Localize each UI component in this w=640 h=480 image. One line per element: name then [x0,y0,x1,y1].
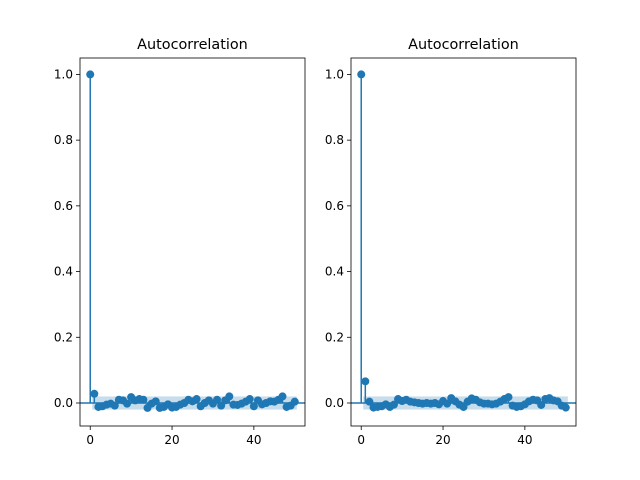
acf-panel-right: 0 20 40 0.0 0.2 0.4 0.6 0.8 1.0 Autocorrelation [325,37,577,447]
axes-frame [350,57,577,427]
point-lag-16 [151,397,160,406]
point-lag-34 [225,392,234,401]
x-tick-label-40: 40 [517,433,532,447]
point-lag-40 [249,402,258,411]
point-lag-0 [86,70,95,79]
y-tick-label-0.0: 0.0 [325,396,344,410]
y-tick-label-1.0: 1.0 [325,67,344,81]
point-lag-21 [443,399,452,408]
y-tick-label-0.6: 0.6 [325,199,344,213]
y-tick-label-0.4: 0.4 [325,265,344,279]
x-tick-label-20: 20 [164,433,179,447]
point-lag-1 [90,389,99,398]
point-lag-39 [245,395,254,404]
y-tick-label-0.6: 0.6 [54,199,73,213]
y-tick-label-0.4: 0.4 [54,265,73,279]
x-tick-label-0: 0 [86,433,94,447]
point-lag-47 [278,392,287,401]
x-tick-label-0: 0 [357,433,365,447]
x-tick-label-20: 20 [435,433,450,447]
point-lag-13 [139,395,148,404]
point-lag-50 [290,397,299,406]
point-lag-9 [123,399,132,408]
point-lag-6 [110,401,119,410]
chart-title: Autocorrelation [137,37,248,53]
y-tick-label-0.2: 0.2 [325,330,344,344]
point-lag-31 [213,395,222,404]
y-tick-label-0.0: 0.0 [54,396,73,410]
point-lag-0 [357,70,366,79]
point-lag-8 [389,400,398,409]
point-lag-36 [504,393,513,402]
point-lag-1 [361,377,370,386]
point-lag-50 [561,403,570,412]
point-lag-2 [365,397,374,406]
y-tick-label-1.0: 1.0 [54,67,73,81]
y-tick-label-0.8: 0.8 [325,133,344,147]
point-lag-44 [537,400,546,409]
y-tick-label-0.2: 0.2 [54,330,73,344]
acf-panel-left: 0 20 40 0.0 0.2 0.4 0.6 0.8 1.0 Autocorrelation [54,37,306,447]
axes-frame [79,57,306,427]
y-tick-label-0.8: 0.8 [54,133,73,147]
chart-title: Autocorrelation [408,37,519,53]
point-lag-26 [192,395,201,404]
x-tick-label-40: 40 [246,433,261,447]
